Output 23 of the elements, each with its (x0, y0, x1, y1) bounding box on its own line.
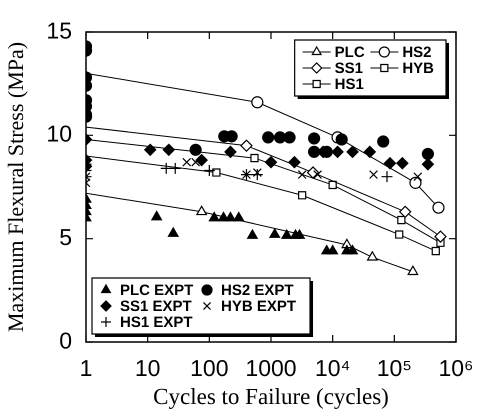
y-tick-label: 5 (59, 224, 72, 250)
legend-label: PLC (334, 44, 365, 62)
legend-label: HS1 (334, 76, 364, 94)
x-tick-label: 10 (134, 355, 160, 382)
x-tick-label: 10⁶ (438, 355, 474, 382)
x-tick-label: 100 (190, 355, 229, 382)
legend-label: HS1 EXPT (120, 314, 193, 332)
legend-label: PLC EXPT (120, 282, 194, 300)
x-tick-label: 10⁵ (376, 355, 412, 382)
x-tick-label: 1000 (245, 355, 297, 382)
y-axis-title: Maximum Flexural Stress (MPa) (2, 42, 28, 332)
legend-label: SS1 (334, 60, 364, 78)
legend-label: HS2 EXPT (221, 282, 294, 300)
legend-label: HYB EXPT (221, 298, 296, 316)
x-tick-label: 1 (80, 355, 92, 382)
legend-label: HYB (402, 60, 434, 78)
legend-label: SS1 EXPT (120, 298, 192, 316)
y-tick-label: 0 (59, 327, 72, 354)
y-tick-label: 10 (46, 120, 72, 147)
x-tick-label: 10⁴ (314, 355, 350, 382)
x-axis-title: Cycles to Failure (cycles) (153, 384, 389, 410)
legend-label: HS2 (402, 44, 432, 62)
y-tick-label: 15 (46, 17, 72, 44)
